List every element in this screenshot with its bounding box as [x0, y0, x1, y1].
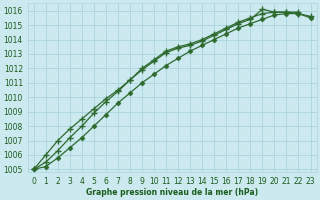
X-axis label: Graphe pression niveau de la mer (hPa): Graphe pression niveau de la mer (hPa) — [86, 188, 258, 197]
